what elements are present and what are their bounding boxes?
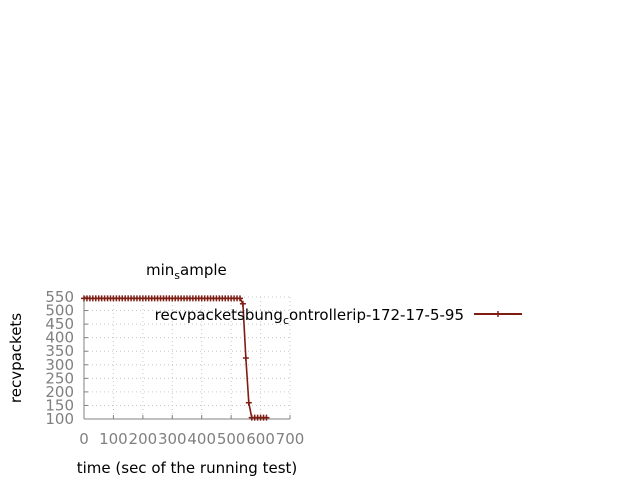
- chart-title-subscript: s: [174, 269, 180, 282]
- x-tick-label: 200: [129, 430, 158, 448]
- y-axis-label: recvpackets: [7, 313, 25, 403]
- y-tick-label: 100: [45, 410, 74, 428]
- y-tick-label: 300: [45, 356, 74, 374]
- data-point-marker: [236, 295, 243, 302]
- y-tick-label: 500: [45, 302, 74, 320]
- legend: recvpacketsbungcontrollerip-172-17-5-95: [155, 306, 522, 327]
- x-tick-label: 0: [79, 430, 89, 448]
- y-tick-label: 550: [45, 288, 74, 306]
- x-axis-label: time (sec of the running test): [77, 459, 298, 477]
- legend-label: recvpacketsbungcontrollerip-172-17-5-95: [155, 306, 464, 327]
- x-tick-labels: 0 100 200 300 400 500 600 700: [79, 430, 304, 448]
- y-tick-label: 400: [45, 329, 74, 347]
- y-tick-label: 350: [45, 342, 74, 360]
- x-tick-label: 300: [158, 430, 187, 448]
- x-tick-label: 100: [99, 430, 128, 448]
- x-tick-label: 400: [187, 430, 216, 448]
- x-tick-label: 600: [246, 430, 275, 448]
- y-tick-label: 450: [45, 315, 74, 333]
- y-tick-label: 250: [45, 369, 74, 387]
- data-point-marker: [263, 414, 270, 421]
- x-tick-label: 500: [217, 430, 246, 448]
- legend-marker: [495, 311, 501, 317]
- y-tick-label: 150: [45, 396, 74, 414]
- series-layer: [81, 295, 270, 421]
- x-tick-label: 700: [276, 430, 305, 448]
- data-point-marker: [245, 399, 252, 406]
- data-point-marker: [239, 300, 246, 307]
- legend-label-subscript: c: [283, 314, 289, 327]
- grid-lines: [84, 296, 291, 419]
- data-point-marker: [242, 355, 249, 361]
- chart-title: minsample: [146, 261, 227, 282]
- y-tick-label: 200: [45, 383, 74, 401]
- data-point-marker: [495, 311, 501, 317]
